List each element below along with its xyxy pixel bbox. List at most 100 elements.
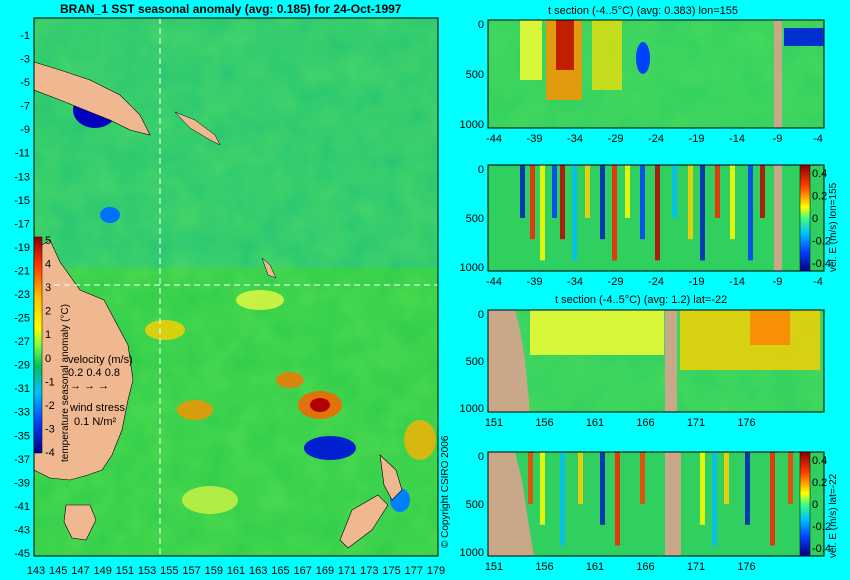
warm-anomaly [276,372,304,388]
panel-y-tick-label: 0 [478,309,484,321]
velocity-stripe [552,165,557,218]
lon-tick-label: 151 [116,565,134,577]
panel-colorbar-tick-label: -0.2 [812,236,831,248]
cold-anomaly [100,207,120,223]
lon-tick-label: 145 [49,565,67,577]
panel-y-tick-label: 1000 [460,119,484,131]
panel-2-side-label: vel. E (m/s) lon=155 [828,182,839,272]
tick-labels: -1-3-5-7-9-11-13-15-17-19-21-23-25-27-29… [14,19,831,577]
velocity-stripe [730,165,735,240]
lat-tick-label: -3 [20,54,30,66]
panel-1-warm-core [556,20,574,70]
panel-4 [487,451,825,557]
panel-x-tick-label: -34 [567,133,583,145]
lon-tick-label: 175 [382,565,400,577]
lat-tick-label: -7 [20,101,30,113]
lon-tick-label: 177 [405,565,423,577]
warm-anomaly [145,320,185,340]
panel-colorbar-tick-label: 0.2 [812,191,827,203]
lon-tick-label: 167 [293,565,311,577]
panel-x-tick-label: -24 [648,133,664,145]
panel-colorbar-tick-label: 0.2 [812,477,827,489]
lon-tick-label: 173 [360,565,378,577]
lat-tick-label: -25 [14,313,30,325]
velocity-stripe [655,165,660,261]
panel-x-tick-label: -39 [527,276,543,288]
panel-4-stripes [528,452,793,546]
panel-x-tick-label: 156 [535,417,553,429]
cold-anomaly [304,436,356,460]
panel-4-side-label: vel. E (m/s) lat=-22 [828,473,839,558]
velocity-stripe [612,165,617,261]
panel-1-land [774,20,782,128]
panel-y-tick-label: 0 [478,451,484,463]
wind-legend-value: 0.1 N/m² [74,416,117,428]
velocity-stripe [520,165,525,218]
colorbar-tick-label: 4 [45,259,51,271]
main-map [33,17,439,557]
panel-1-title: t section (-4..5°C) (avg: 0.383) lon=155 [548,5,738,17]
panel-2 [487,164,825,272]
panel-x-tick-label: -14 [729,133,745,145]
panel-x-tick-label: 176 [737,417,755,429]
panel-1 [487,19,825,129]
panel-x-tick-label: -4 [813,276,823,288]
land-new-zealand-north [379,454,403,501]
panel-x-tick-label: 161 [586,561,604,573]
warm-anomaly [182,486,238,514]
panel-y-tick-label: 1000 [460,547,484,559]
lat-tick-label: -19 [14,242,30,254]
lat-tick-label: -35 [14,430,30,442]
panel-x-tick-label: 171 [687,561,705,573]
panel-2-stripes [520,165,765,261]
panel-x-tick-label: 166 [636,561,654,573]
velocity-stripe [712,452,717,546]
panel-x-tick-label: 151 [485,417,503,429]
lat-tick-label: -21 [14,265,30,277]
land-solomon-islands [174,111,221,146]
velocity-stripe [625,165,630,218]
panel-x-tick-label: 156 [535,561,553,573]
panel-x-tick-label: 176 [737,561,755,573]
lat-tick-label: -15 [14,195,30,207]
panel-y-tick-label: 500 [466,69,484,81]
lon-tick-label: 165 [271,565,289,577]
colorbar-tick-label: -4 [45,447,55,459]
lat-tick-label: -43 [14,524,30,536]
lat-tick-label: -17 [14,218,30,230]
lat-tick-label: -39 [14,477,30,489]
panel-1-frame [487,19,825,129]
velocity-stripe [600,452,605,525]
velocity-stripe [572,165,577,261]
velocity-stripe [560,165,565,240]
lat-tick-label: -37 [14,454,30,466]
velocity-stripe [530,165,535,240]
panel-y-tick-label: 500 [466,356,484,368]
velocity-stripe [770,452,775,546]
colorbar-tick-label: 0 [45,353,51,365]
panel-x-tick-label: -44 [486,276,502,288]
panel-3 [487,309,825,413]
velocity-stripe [540,165,545,261]
panel-x-tick-label: -29 [608,133,624,145]
velocity-stripe [715,165,720,218]
panel-colorbar-tick-label: 0.4 [812,168,827,180]
panel-y-tick-label: 1000 [460,403,484,415]
lat-tick-label: -9 [20,124,30,136]
velocity-stripe [760,165,765,218]
lat-tick-label: -27 [14,336,30,348]
lon-tick-label: 171 [338,565,356,577]
panel-4-colorbar [799,451,811,557]
panel-2-colorbar [799,164,811,272]
panel-y-tick-label: 0 [478,19,484,31]
lat-tick-label: -33 [14,407,30,419]
lat-tick-label: -5 [20,77,30,89]
warm-anomaly-core [310,398,330,412]
lat-tick-label: -11 [15,148,30,160]
lon-tick-label: 149 [93,565,111,577]
lon-tick-label: 157 [182,565,200,577]
lat-tick-label: -29 [14,360,30,372]
panel-1-cold [636,42,650,74]
panel-4-land [488,452,534,556]
